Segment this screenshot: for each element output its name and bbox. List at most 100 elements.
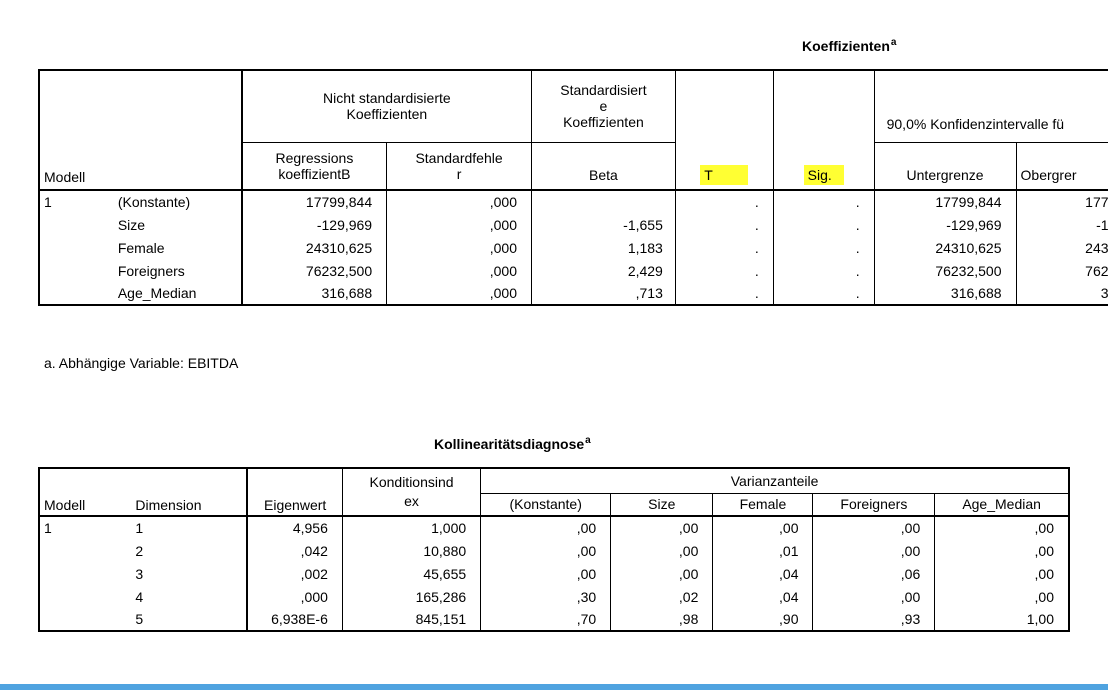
table-row: 5 6,938E-6 845,151 ,70 ,98 ,90 ,93 1,00	[37, 608, 1071, 632]
eigenvalue-value: ,002	[246, 562, 343, 585]
t-value: .	[674, 190, 774, 213]
header-sig-top	[772, 69, 875, 142]
header-dimension: Dimension	[115, 493, 248, 517]
female-share-value: ,04	[712, 562, 813, 585]
model-cell	[37, 585, 116, 608]
beta-value: ,713	[531, 282, 676, 306]
table-row: 3 ,002 45,655 ,00 ,00 ,04 ,06 ,00	[37, 562, 1071, 585]
header-sig: Sig.	[772, 142, 875, 191]
header-standard-error-line1: Standardfehle	[415, 149, 503, 166]
header-standardized-line3: Koeffizienten	[563, 114, 644, 131]
beta-value: 1,183	[531, 236, 676, 259]
const-share-value: ,30	[480, 585, 611, 608]
model-cell	[38, 259, 114, 282]
header-beta-text: Beta	[589, 167, 618, 183]
header-foreigners: Foreigners	[812, 493, 935, 517]
collinearity-title-text: Kollinearitätsdiagnose	[434, 436, 585, 452]
lower-bound-value: -129,969	[873, 213, 1017, 236]
condition-index-value: 45,655	[341, 562, 481, 585]
header-female: Female	[712, 493, 813, 517]
regression-value: 76232,500	[240, 259, 387, 282]
sig-value: .	[772, 282, 875, 306]
header-size: Size	[610, 493, 713, 517]
header-standardized: Standardisiert e Koeffizienten	[531, 69, 676, 143]
variable-name: Age_Median	[113, 282, 242, 306]
upper-bound-value: -129,	[1015, 213, 1108, 236]
sig-value: .	[772, 213, 875, 236]
header-blank	[37, 467, 248, 493]
collinearity-title: Kollinearitätsdiagnosea	[434, 435, 591, 452]
header-unstandardized: Nicht standardisierte Koeffizienten	[240, 69, 532, 143]
size-share-value: ,02	[610, 585, 713, 608]
const-share-value: ,00	[480, 562, 611, 585]
header-variance-shares-text: Varianzanteile	[730, 472, 819, 489]
female-share-value: ,01	[712, 539, 813, 562]
age-share-value: ,00	[934, 539, 1071, 562]
lower-bound-value: 17799,844	[873, 190, 1017, 213]
condition-index-value: 165,286	[341, 585, 481, 608]
header-blank	[38, 69, 242, 142]
table-row: 2 ,042 10,880 ,00 ,00 ,01 ,00 ,00	[37, 539, 1071, 562]
age-share-value: ,00	[934, 585, 1071, 608]
dimension-value: 3	[135, 565, 144, 582]
female-share-value: ,04	[712, 585, 813, 608]
header-confidence-interval: 90,0% Konfidenzintervalle fü	[873, 69, 1108, 143]
t-value: .	[674, 213, 774, 236]
header-upper-bound-text: Obergrer	[1020, 167, 1077, 183]
coefficients-title: Koeffizientena	[802, 37, 896, 54]
dimension-value: 5	[115, 608, 248, 632]
size-share-value: ,98	[610, 608, 713, 632]
upper-bound-value: 76232,	[1015, 259, 1108, 282]
beta-value	[531, 190, 676, 213]
header-standardized-line2: e	[599, 98, 608, 115]
header-beta: Beta	[531, 142, 676, 191]
const-share-value: ,70	[480, 608, 611, 632]
header-regression-line2: koeffizientB	[278, 165, 351, 182]
foreigners-share-value: ,00	[812, 585, 935, 608]
age-share-value: ,00	[934, 562, 1071, 585]
header-model: Modell	[38, 142, 242, 191]
eigenvalue-value: ,000	[246, 585, 343, 608]
lower-bound-value: 76232,500	[873, 259, 1017, 282]
coefficients-title-sup: a	[890, 37, 897, 48]
foreigners-share-value: ,06	[812, 562, 935, 585]
const-share-value: ,00	[480, 516, 611, 539]
variable-name: (Konstante)	[117, 194, 191, 210]
variable-name: Size	[117, 216, 146, 233]
beta-value: 2,429	[531, 259, 676, 282]
header-t: T	[674, 142, 774, 191]
variable-name: Female	[117, 239, 165, 256]
female-share-value: ,90	[712, 608, 813, 632]
condition-index-value: 10,880	[341, 539, 481, 562]
t-value: .	[674, 259, 774, 282]
model-cell	[37, 608, 116, 632]
standard-error-value: ,000	[386, 259, 532, 282]
eigenvalue-value: ,042	[246, 539, 343, 562]
header-eigenvalue: Eigenwert	[246, 493, 343, 517]
beta-value: -1,655	[531, 213, 676, 236]
dimension-value: 2	[135, 542, 144, 559]
model-cell	[37, 539, 116, 562]
model-cell	[38, 213, 114, 236]
header-age-median: Age_Median	[934, 493, 1071, 517]
lower-bound-value: 24310,625	[873, 236, 1017, 259]
sig-value: .	[772, 190, 875, 213]
foreigners-share-value: ,93	[812, 608, 935, 632]
standard-error-value: ,000	[386, 282, 532, 306]
model-cell	[38, 282, 114, 306]
collinearity-table: Varianzanteile Modell Dimension Eigenwer…	[37, 467, 1071, 632]
header-lower-bound-text: Untergrenze	[906, 167, 984, 183]
standard-error-value: ,000	[386, 213, 532, 236]
foreigners-share-value: ,00	[812, 539, 935, 562]
table-row: Age_Median 316,688 ,000 ,713 . . 316,688…	[38, 282, 1108, 306]
regression-value: 17799,844	[240, 190, 387, 213]
model-cell	[37, 562, 116, 585]
header-t-top	[674, 69, 774, 142]
header-standard-error-line2: r	[456, 165, 462, 182]
table-row: Foreigners 76232,500 ,000 2,429 . . 7623…	[38, 259, 1108, 282]
header-regression-coefficient: Regressions koeffizientB	[240, 142, 387, 191]
model-number: 1	[38, 190, 114, 213]
model-number: 1	[37, 516, 116, 539]
upper-bound-value: 316,	[1015, 282, 1108, 306]
table-row: 1 1 4,956 1,000 ,00 ,00 ,00 ,00 ,00	[37, 516, 1071, 539]
